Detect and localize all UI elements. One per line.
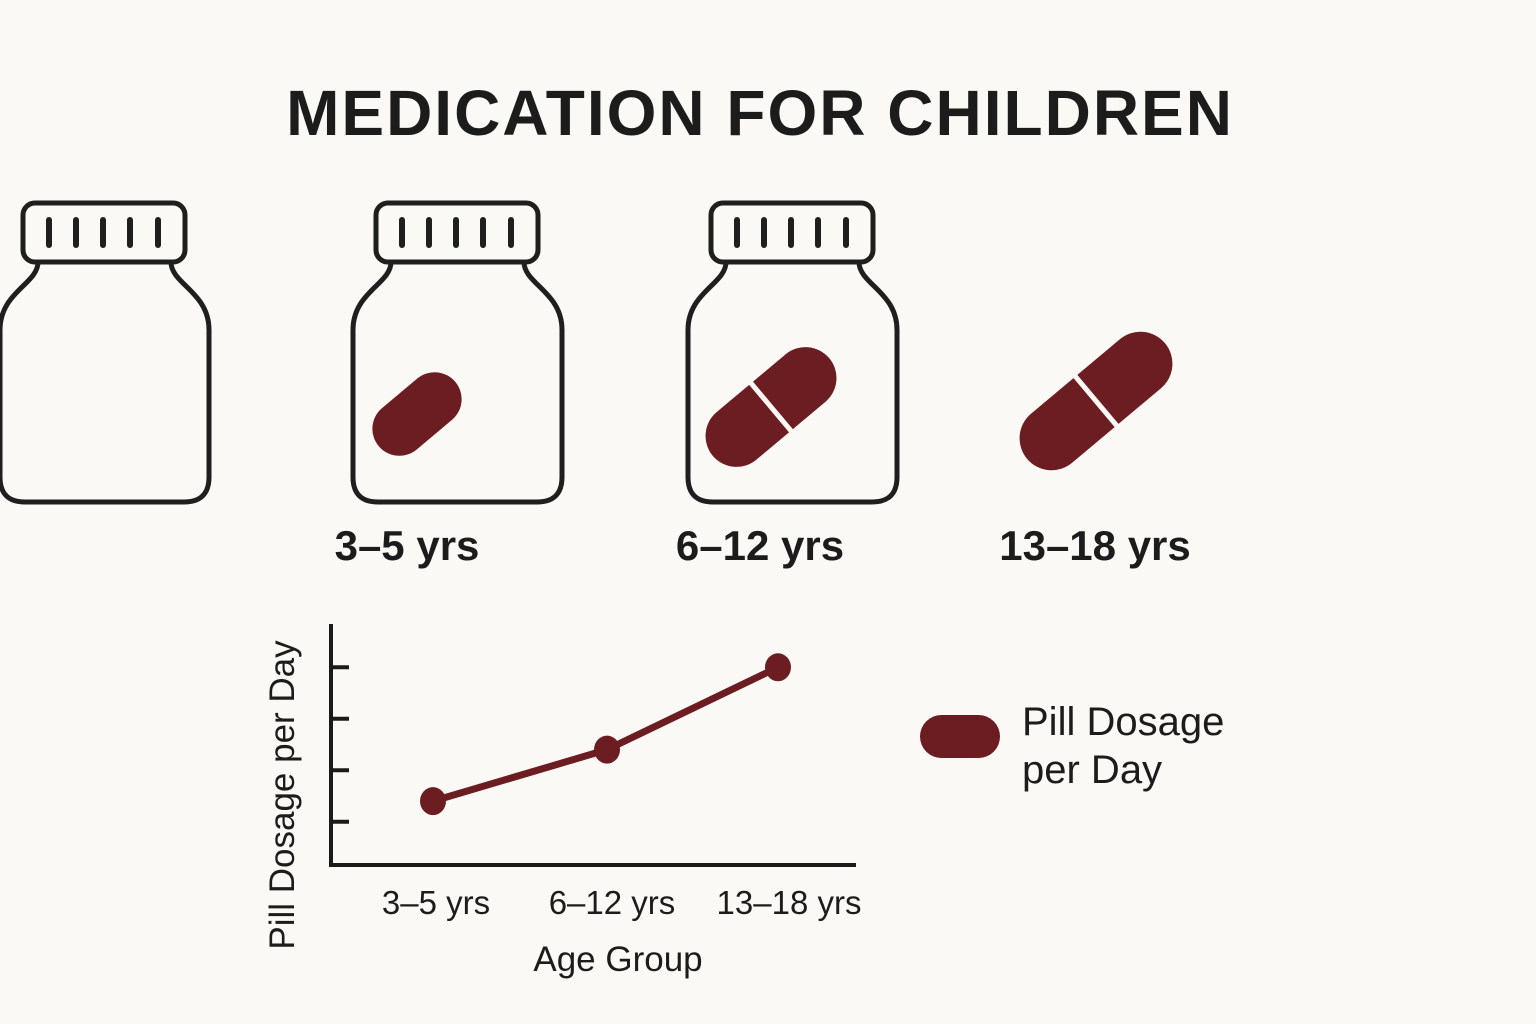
bottle-6-12: [353, 203, 837, 502]
bottle-13-18: [688, 203, 1173, 502]
x-tick-label: 6–12 yrs: [548, 884, 676, 921]
data-point: [594, 735, 620, 764]
line-chart: [329, 624, 856, 867]
bottle-label: 6–12 yrs: [675, 522, 845, 569]
data-point: [420, 787, 446, 816]
series-line: [432, 664, 780, 805]
pill-icon: [705, 347, 837, 467]
x-axis-label: Age Group: [533, 940, 703, 979]
pill-icon: [372, 372, 462, 456]
data-point: [765, 653, 791, 682]
y-axis-label: Pill Dosage per Day: [263, 640, 302, 950]
legend-pill-icon: [920, 715, 1000, 758]
bottle-label: 3–5 yrs: [334, 522, 480, 569]
legend-label: Pill Dosage per Day: [1022, 700, 1225, 792]
page-title: MEDICATION FOR CHILDREN: [286, 77, 1234, 149]
bottle-3-5: [0, 203, 462, 502]
bottle-label: 13–18 yrs: [999, 522, 1191, 569]
x-tick-label: 13–18 yrs: [716, 884, 862, 921]
pill-icon: [1019, 331, 1173, 471]
x-tick-label: 3–5 yrs: [381, 884, 491, 921]
